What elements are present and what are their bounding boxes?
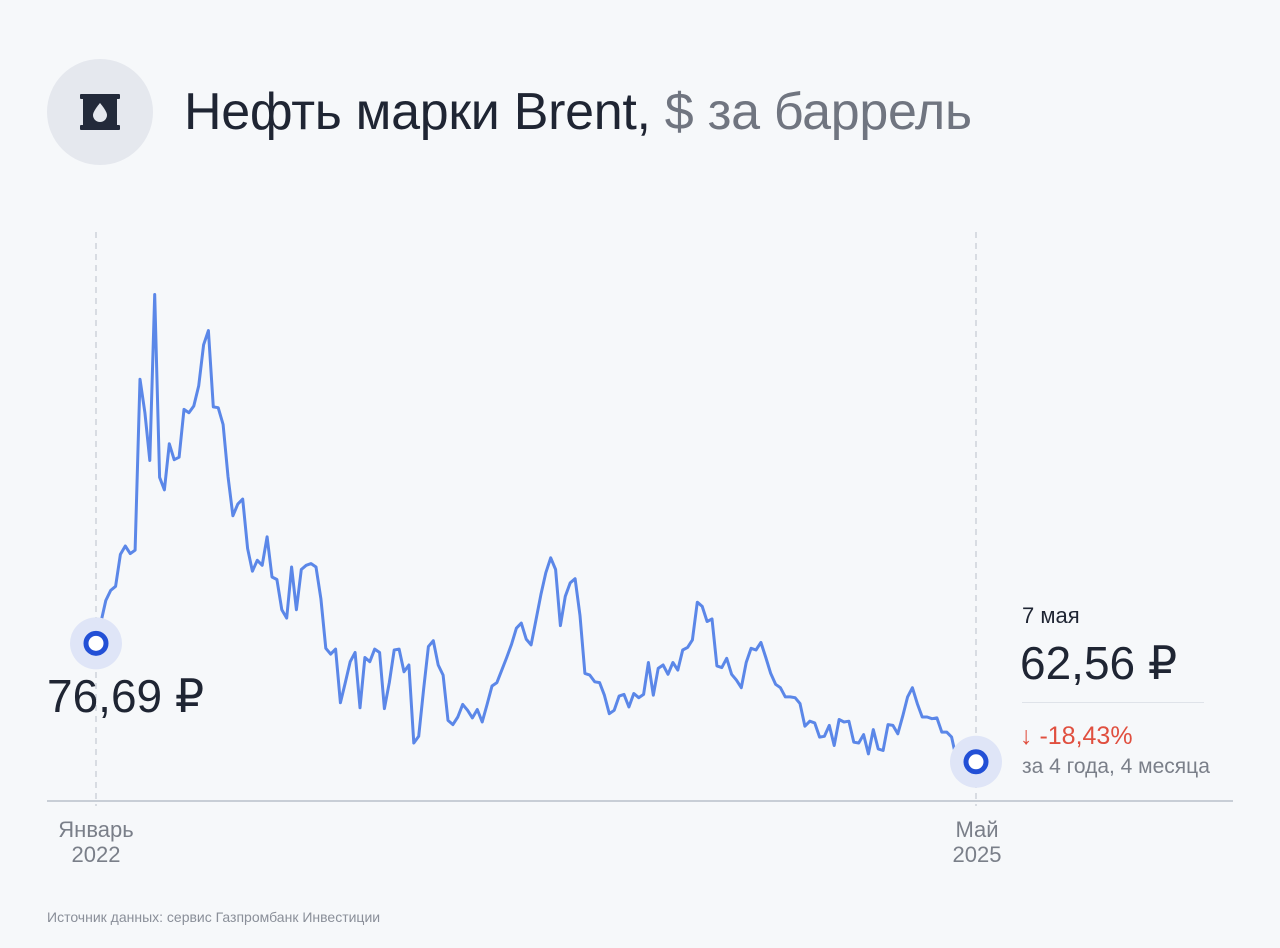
title-unit: $ за баррель — [664, 83, 972, 141]
series-line — [94, 293, 978, 765]
start-value: 76,69 ₽ — [47, 670, 205, 722]
x-label-end: Май 2025 — [907, 817, 1047, 867]
start-marker — [83, 630, 109, 656]
end-marker — [963, 749, 989, 775]
x-label-start-month: Январь — [58, 817, 134, 842]
source-note: Источник данных: сервис Газпромбанк Инве… — [47, 909, 381, 925]
change-period: за 4 года, 4 месяца — [1022, 755, 1210, 778]
change-percent: ↓ -18,43% — [1020, 722, 1133, 750]
title-main: Нефть марки Brent, — [184, 83, 651, 141]
end-value: 62,56 ₽ — [1020, 637, 1178, 689]
x-label-start: Январь 2022 — [26, 817, 166, 867]
x-label-end-month: Май — [955, 817, 999, 842]
end-date: 7 мая — [1022, 603, 1080, 628]
x-label-end-year: 2025 — [952, 842, 1002, 867]
oil-barrel-icon — [80, 94, 120, 130]
end-divider — [1022, 702, 1204, 703]
page-title: Нефть марки Brent, $ за баррель — [184, 80, 972, 144]
icon-circle — [47, 59, 153, 165]
x-label-start-year: 2022 — [71, 842, 121, 867]
